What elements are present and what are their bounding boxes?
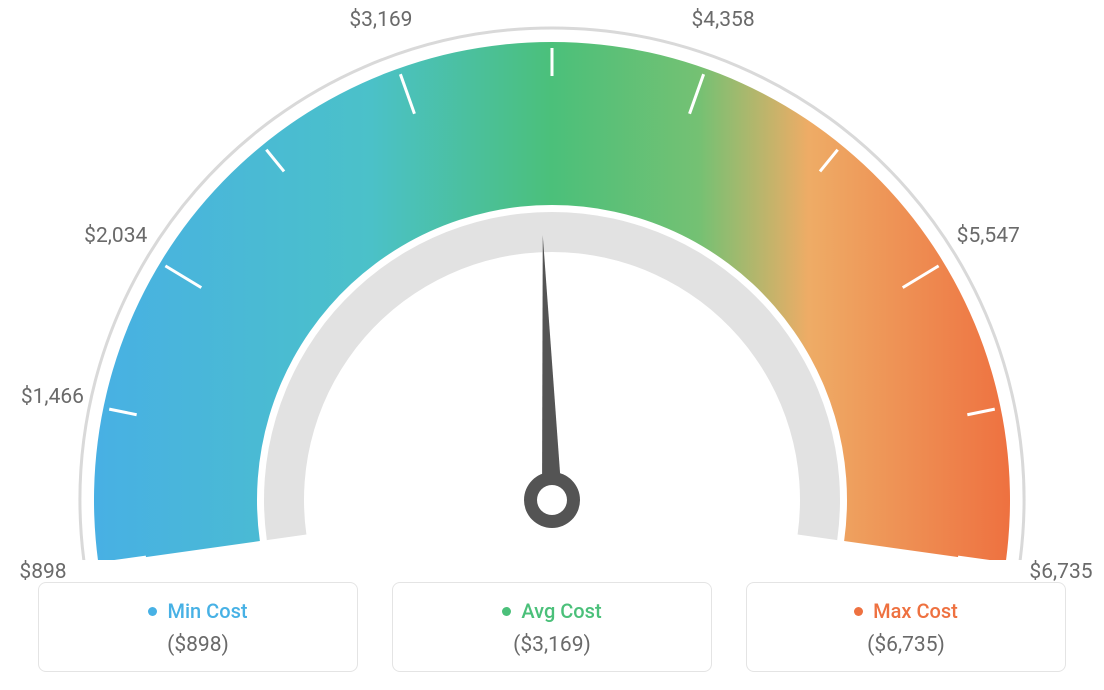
legend-value: ($898) xyxy=(39,633,357,657)
dot-icon xyxy=(854,607,863,616)
legend-value: ($3,169) xyxy=(393,633,711,657)
legend-card-avg: Avg Cost ($3,169) xyxy=(392,582,712,672)
legend-card-min: Min Cost ($898) xyxy=(38,582,358,672)
legend-label: Max Cost xyxy=(873,599,958,623)
gauge-svg xyxy=(0,0,1104,560)
legend-row: Min Cost ($898) Avg Cost ($3,169) Max Co… xyxy=(0,582,1104,672)
legend-label: Min Cost xyxy=(167,599,247,623)
legend-value: ($6,735) xyxy=(747,633,1065,657)
legend-title-avg: Avg Cost xyxy=(502,599,601,623)
gauge-tick-label: $898 xyxy=(19,560,66,584)
gauge-tick-label: $4,358 xyxy=(692,8,755,32)
gauge-tick-label: $1,466 xyxy=(21,385,84,409)
gauge-container: $898$1,466$2,034$3,169$4,358$5,547$6,735 xyxy=(0,0,1104,560)
dot-icon xyxy=(502,607,511,616)
gauge-tick-label: $5,547 xyxy=(957,224,1020,248)
gauge-tick-label: $6,735 xyxy=(1029,560,1092,584)
gauge-tick-label: $2,034 xyxy=(84,224,147,248)
legend-label: Avg Cost xyxy=(521,599,601,623)
legend-card-max: Max Cost ($6,735) xyxy=(746,582,1066,672)
legend-title-max: Max Cost xyxy=(854,599,958,623)
dot-icon xyxy=(148,607,157,616)
gauge-tick-label: $3,169 xyxy=(349,8,412,32)
legend-title-min: Min Cost xyxy=(148,599,247,623)
